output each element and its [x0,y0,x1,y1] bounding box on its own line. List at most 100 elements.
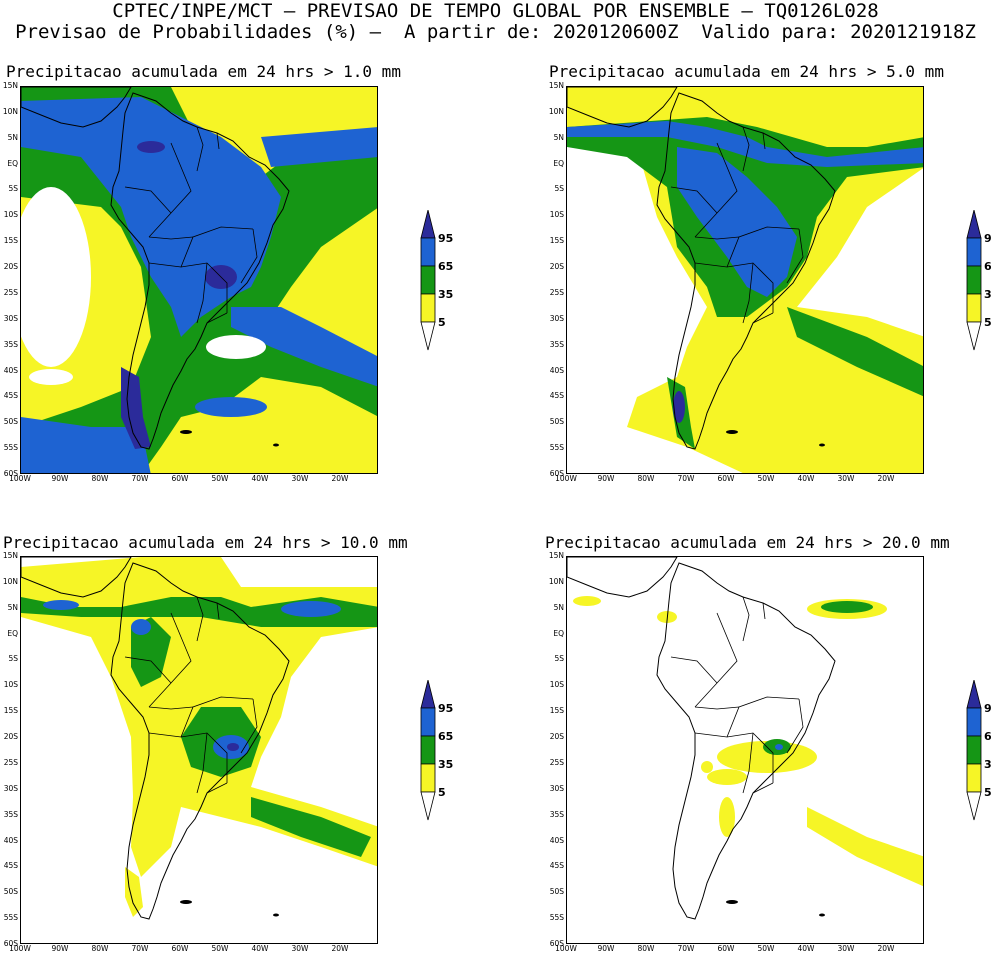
longitude-label: 70W [677,944,695,953]
latitude-label: EQ [7,628,18,638]
latitude-label: 40S [549,835,564,845]
latitude-label: 45S [549,391,564,401]
colorbar-20mm: 95 65 35 5 [965,679,991,830]
longitude-label: 20W [331,474,349,483]
country-border [196,732,208,794]
probability-area-p95 [673,391,685,423]
longitude-label: 50W [211,474,229,483]
latitude-label: 55S [3,913,18,923]
country-border [148,236,194,240]
colorbar-svg [966,679,982,821]
longitude-label: 20W [877,474,895,483]
latitude-label: EQ [553,628,564,638]
latitude-label: 15N [2,81,18,90]
latitude-label: EQ [7,158,18,168]
probability-area-p5 [719,797,735,837]
probability-area-p5 [717,741,817,773]
longitude-label: 90W [51,474,69,483]
latitude-label: 45S [3,861,18,871]
latitude-label: 10N [2,106,18,116]
longitude-label: 20W [877,944,895,953]
latitude-label: 60S [3,469,18,478]
panel-title-20mm: Precipitacao acumulada em 24 hrs > 20.0 … [545,533,950,552]
country-border [240,228,258,284]
latitude-label: 15N [2,551,18,560]
colorbar-label: 95 [438,232,454,245]
colorbar-segment-none [420,791,436,821]
map-svg [21,557,377,943]
central-america-coastline [21,87,132,128]
latitude-label: 45S [549,861,564,871]
country-border [206,782,228,794]
map-panel-1mm [20,86,378,474]
latitude-label: 5S [554,654,564,664]
probability-area-p5 [573,596,601,606]
latitude-label: 50S [549,417,564,427]
country-border [762,602,766,620]
colorbar-label: 65 [984,260,991,273]
map-svg [567,557,923,943]
map-panel-10mm [20,556,378,944]
latitude-label: 15S [3,706,18,716]
probability-area-p35 [787,307,923,397]
longitude-label: 60W [171,944,189,953]
longitude-label: 40W [251,944,269,953]
latitude-label: 55S [3,443,18,453]
south-georgia-island [819,443,825,447]
longitude-label: 100W [9,474,31,483]
probability-area-p65 [195,397,267,417]
latitude-label: 10S [549,210,564,220]
falkland-islands [180,900,192,904]
latitude-label: 10S [3,210,18,220]
longitude-label: 100W [555,944,577,953]
longitude-label: 60W [717,474,735,483]
probability-area-p65 [775,744,783,750]
panel-title-1mm: Precipitacao acumulada em 24 hrs > 1.0 m… [6,62,401,81]
colorbar-svg [420,209,436,351]
latitude-label: 60S [3,939,18,948]
longitude-label: 20W [331,944,349,953]
probability-area-p95 [227,743,239,751]
country-border [742,596,750,642]
latitude-label: 15S [549,706,564,716]
central-america-coastline [567,87,678,128]
probability-area-p35 [821,601,873,613]
country-border [196,126,204,172]
latitude-label: 25S [549,287,564,297]
latitude-label: 20S [549,732,564,742]
probability-area-p95 [137,141,165,153]
probability-area-none [29,369,73,385]
colorbar-5mm: 95 65 35 5 [965,209,991,360]
colorbar-label: 5 [438,316,446,329]
latitude-label: 60S [549,939,564,948]
country-border [148,142,192,238]
colorbar-segment-p5 [420,293,436,323]
latitude-label: 10S [3,680,18,690]
south-america-coastline [656,562,836,920]
south-georgia-island [273,443,279,447]
longitude-label: 30W [837,474,855,483]
country-border [670,186,718,214]
country-border [752,782,774,794]
map-svg [21,87,377,473]
colorbar-segment-p5 [966,293,982,323]
latitude-label: EQ [553,158,564,168]
south-america-coastline [110,92,290,450]
longitude-label: 30W [291,944,309,953]
latitude-label: 40S [3,365,18,375]
country-border [694,706,740,710]
longitude-label: 50W [757,944,775,953]
colorbar-segment-p5 [420,763,436,793]
probability-area-p65 [231,307,377,387]
longitude-label: 70W [131,474,149,483]
country-border [726,696,800,738]
colorbar-label: 5 [984,786,991,799]
latitude-label: 25S [3,287,18,297]
latitude-label: 55S [549,913,564,923]
latitude-label: 15N [548,81,564,90]
colorbar-segment-none [420,321,436,351]
central-america-coastline [567,557,678,598]
latitude-label: 30S [549,313,564,323]
latitude-label: 60S [549,469,564,478]
longitude-label: 50W [211,944,229,953]
